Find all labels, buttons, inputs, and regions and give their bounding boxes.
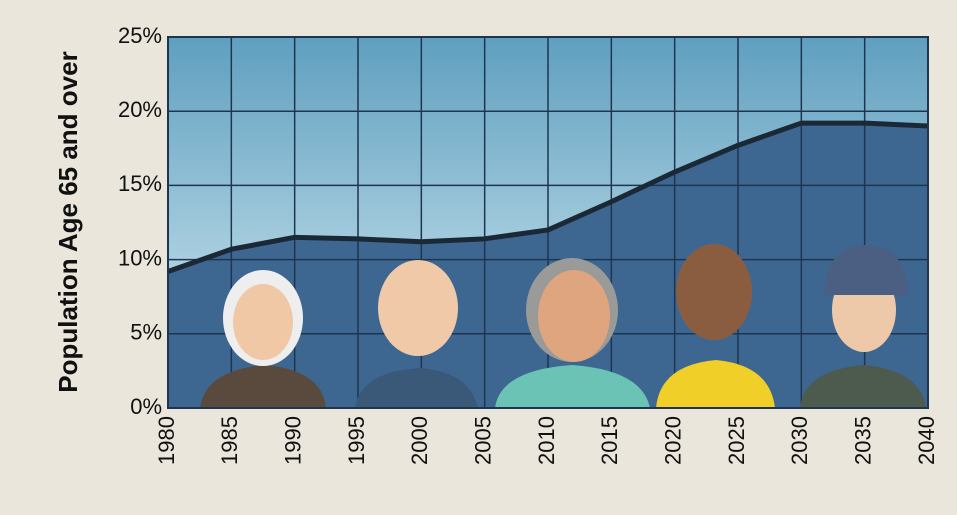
y-tick-label: 10% <box>118 245 162 270</box>
y-tick-label: 15% <box>118 171 162 196</box>
y-tick-label: 5% <box>130 320 162 345</box>
x-tick-label: 2000 <box>407 416 432 465</box>
x-tick-label: 2025 <box>724 416 749 465</box>
y-tick-label: 25% <box>118 23 162 48</box>
x-tick-label: 2005 <box>470 416 495 465</box>
y-axis-title: Population Age 65 and over <box>53 51 83 392</box>
x-tick-label: 2020 <box>660 416 685 465</box>
x-tick-label: 1985 <box>217 416 242 465</box>
plot-border <box>167 36 929 409</box>
x-tick-label: 2035 <box>850 416 875 465</box>
illustrations <box>200 244 926 408</box>
x-tick-label: 2040 <box>914 416 939 465</box>
y-tick-label: 20% <box>118 97 162 122</box>
y-tick-label: 0% <box>130 394 162 419</box>
x-tick-label: 1995 <box>344 416 369 465</box>
x-tick-label: 2030 <box>787 416 812 465</box>
x-tick-label: 1980 <box>154 416 179 465</box>
x-tick-label: 2015 <box>597 416 622 465</box>
line <box>167 120 929 274</box>
x-tick-label: 1990 <box>280 416 305 465</box>
x-tick-label: 2010 <box>534 416 559 465</box>
